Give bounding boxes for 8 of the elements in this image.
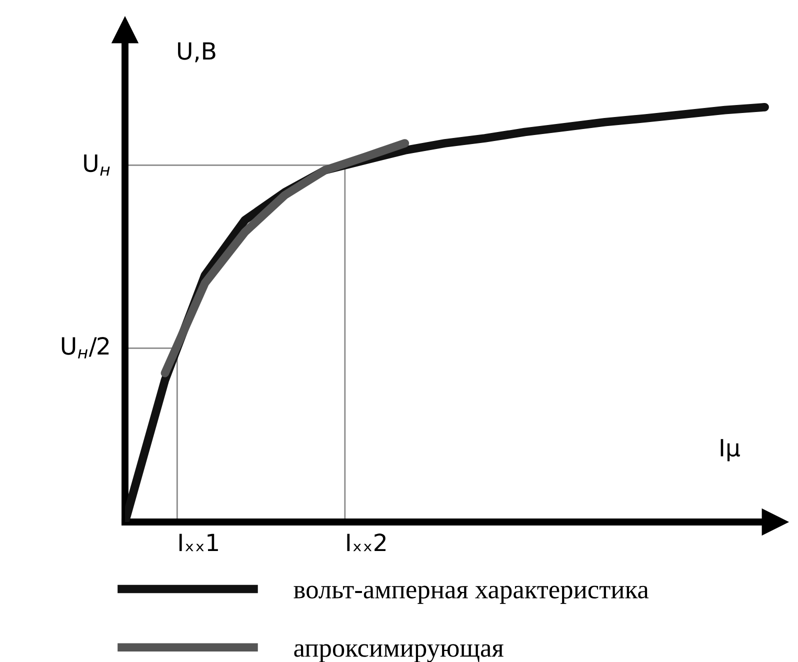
- legend-label: вольт-амперная характеристика: [294, 586, 649, 604]
- x-axis-title: Iµ: [720, 439, 740, 462]
- text: Iₓₓ2: [347, 534, 386, 552]
- y-axis-title: U,B: [178, 42, 216, 62]
- ref-line-label: U$_{н}$/2: [62, 336, 109, 358]
- text: Iₓₓ1: [179, 534, 218, 552]
- ref-line-label: U$_{н}$: [84, 154, 110, 176]
- legend-label: апроксимирующая: [294, 644, 504, 662]
